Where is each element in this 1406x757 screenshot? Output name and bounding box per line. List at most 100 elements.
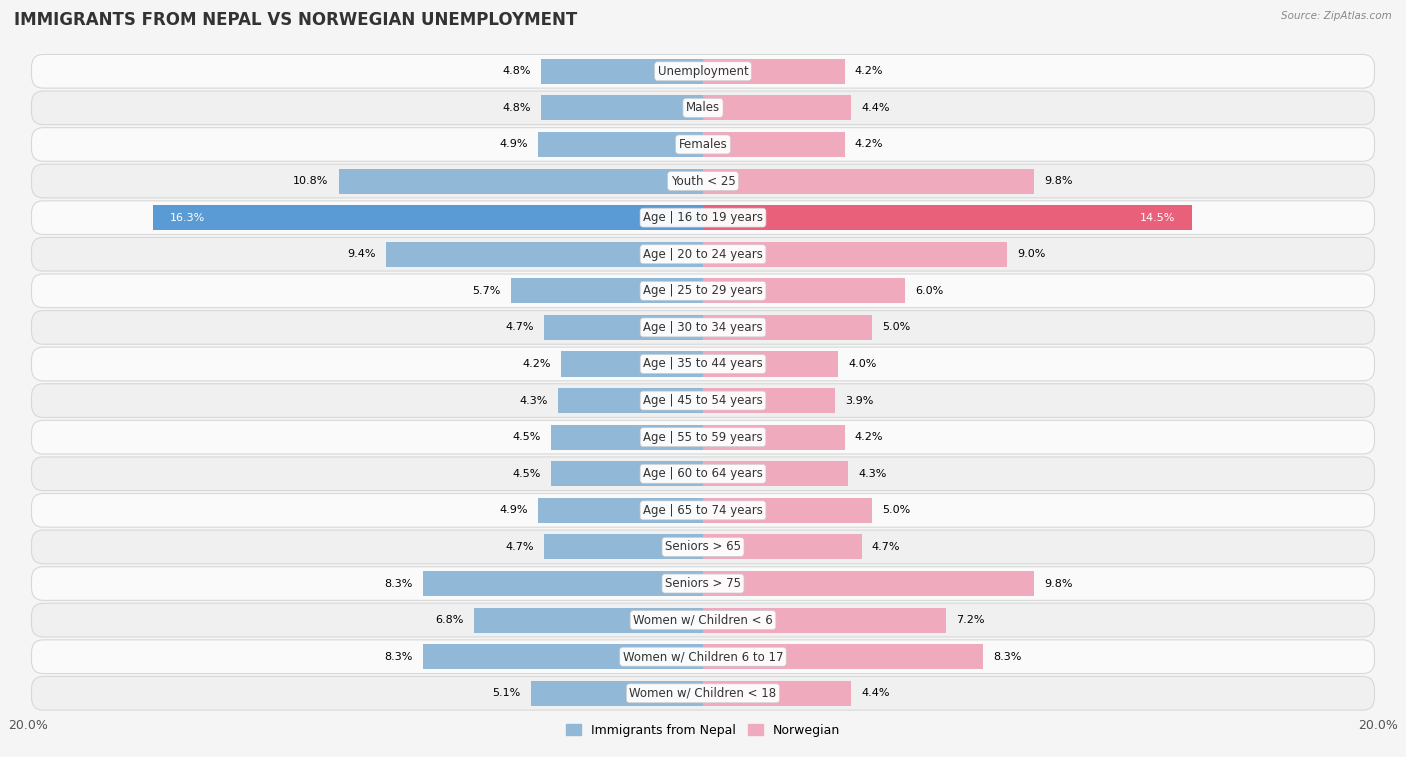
FancyBboxPatch shape <box>31 238 1375 271</box>
Text: Source: ZipAtlas.com: Source: ZipAtlas.com <box>1281 11 1392 21</box>
Text: 4.2%: 4.2% <box>855 67 883 76</box>
Text: 9.8%: 9.8% <box>1043 176 1073 186</box>
Text: 8.3%: 8.3% <box>384 578 413 588</box>
Text: Unemployment: Unemployment <box>658 65 748 78</box>
Bar <box>544 315 703 340</box>
Bar <box>703 279 905 304</box>
Bar <box>703 608 946 633</box>
Text: 6.8%: 6.8% <box>434 615 464 625</box>
Bar <box>558 388 703 413</box>
Text: Women w/ Children 6 to 17: Women w/ Children 6 to 17 <box>623 650 783 663</box>
Text: Age | 60 to 64 years: Age | 60 to 64 years <box>643 467 763 480</box>
Text: Age | 25 to 29 years: Age | 25 to 29 years <box>643 285 763 298</box>
Bar <box>510 279 703 304</box>
Text: 16.3%: 16.3% <box>170 213 205 223</box>
FancyBboxPatch shape <box>31 201 1375 235</box>
Text: 8.3%: 8.3% <box>993 652 1022 662</box>
FancyBboxPatch shape <box>31 55 1375 88</box>
Text: 4.9%: 4.9% <box>499 139 527 149</box>
Text: 4.5%: 4.5% <box>513 432 541 442</box>
Text: Males: Males <box>686 101 720 114</box>
Text: 4.8%: 4.8% <box>502 103 531 113</box>
FancyBboxPatch shape <box>31 677 1375 710</box>
Bar <box>703 388 835 413</box>
Text: 10.8%: 10.8% <box>292 176 329 186</box>
Bar <box>703 461 848 486</box>
Text: 5.0%: 5.0% <box>882 322 910 332</box>
Text: 9.8%: 9.8% <box>1043 578 1073 588</box>
Text: Age | 45 to 54 years: Age | 45 to 54 years <box>643 394 763 407</box>
Text: Seniors > 75: Seniors > 75 <box>665 577 741 590</box>
FancyBboxPatch shape <box>31 567 1375 600</box>
FancyBboxPatch shape <box>31 640 1375 674</box>
FancyBboxPatch shape <box>31 310 1375 344</box>
Text: 6.0%: 6.0% <box>915 286 943 296</box>
Bar <box>153 205 703 230</box>
Bar <box>703 571 1033 596</box>
Text: 4.5%: 4.5% <box>513 469 541 478</box>
Text: Age | 16 to 19 years: Age | 16 to 19 years <box>643 211 763 224</box>
FancyBboxPatch shape <box>31 91 1375 125</box>
FancyBboxPatch shape <box>31 420 1375 454</box>
Text: Age | 35 to 44 years: Age | 35 to 44 years <box>643 357 763 370</box>
Text: Age | 30 to 34 years: Age | 30 to 34 years <box>643 321 763 334</box>
Text: 4.2%: 4.2% <box>855 432 883 442</box>
FancyBboxPatch shape <box>31 347 1375 381</box>
Text: Seniors > 65: Seniors > 65 <box>665 540 741 553</box>
Text: 3.9%: 3.9% <box>845 396 873 406</box>
Bar <box>703 95 852 120</box>
Text: 4.8%: 4.8% <box>502 67 531 76</box>
FancyBboxPatch shape <box>31 274 1375 307</box>
Text: 4.2%: 4.2% <box>855 139 883 149</box>
Text: 4.7%: 4.7% <box>506 322 534 332</box>
Bar <box>561 351 703 376</box>
Bar <box>703 534 862 559</box>
Text: 4.4%: 4.4% <box>862 688 890 698</box>
Bar <box>703 351 838 376</box>
Text: 8.3%: 8.3% <box>384 652 413 662</box>
Text: 9.0%: 9.0% <box>1017 249 1045 259</box>
Bar <box>423 571 703 596</box>
FancyBboxPatch shape <box>31 603 1375 637</box>
Text: 5.0%: 5.0% <box>882 506 910 516</box>
FancyBboxPatch shape <box>31 384 1375 417</box>
Bar <box>703 315 872 340</box>
FancyBboxPatch shape <box>31 457 1375 491</box>
Bar <box>703 132 845 157</box>
Bar <box>703 205 1192 230</box>
Bar <box>703 425 845 450</box>
Text: Age | 20 to 24 years: Age | 20 to 24 years <box>643 248 763 260</box>
Bar <box>551 461 703 486</box>
Text: 4.3%: 4.3% <box>858 469 887 478</box>
Text: Women w/ Children < 6: Women w/ Children < 6 <box>633 614 773 627</box>
Text: 7.2%: 7.2% <box>956 615 984 625</box>
Text: Age | 55 to 59 years: Age | 55 to 59 years <box>643 431 763 444</box>
Bar <box>537 132 703 157</box>
FancyBboxPatch shape <box>31 164 1375 198</box>
FancyBboxPatch shape <box>31 128 1375 161</box>
Bar <box>544 534 703 559</box>
Bar <box>703 644 983 669</box>
Text: 4.3%: 4.3% <box>519 396 548 406</box>
Bar <box>541 59 703 84</box>
Bar <box>385 241 703 266</box>
Legend: Immigrants from Nepal, Norwegian: Immigrants from Nepal, Norwegian <box>561 718 845 742</box>
Bar <box>703 681 852 706</box>
Text: Youth < 25: Youth < 25 <box>671 175 735 188</box>
Bar <box>703 59 845 84</box>
Bar <box>423 644 703 669</box>
Text: Females: Females <box>679 138 727 151</box>
Text: 4.4%: 4.4% <box>862 103 890 113</box>
Text: 14.5%: 14.5% <box>1140 213 1175 223</box>
Text: 4.7%: 4.7% <box>872 542 900 552</box>
Bar <box>541 95 703 120</box>
Text: 4.2%: 4.2% <box>523 359 551 369</box>
Bar <box>474 608 703 633</box>
Text: 9.4%: 9.4% <box>347 249 375 259</box>
FancyBboxPatch shape <box>31 494 1375 527</box>
Bar <box>703 241 1007 266</box>
Bar <box>339 169 703 194</box>
Text: 4.7%: 4.7% <box>506 542 534 552</box>
Text: 5.1%: 5.1% <box>492 688 520 698</box>
Text: 5.7%: 5.7% <box>472 286 501 296</box>
